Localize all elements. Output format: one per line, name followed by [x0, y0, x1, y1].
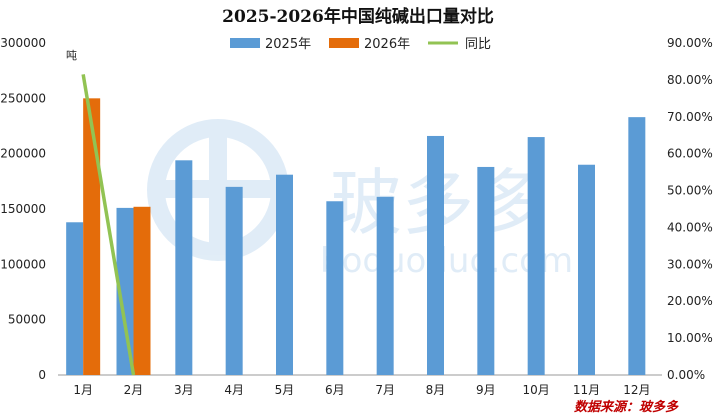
left-tick-label: 0 — [38, 368, 46, 382]
x-tick-label: 11月 — [573, 383, 600, 397]
chart-title: 2025-2026年中国纯碱出口量对比 — [222, 6, 494, 27]
bar-2026 — [83, 98, 101, 375]
x-tick-label: 10月 — [523, 383, 550, 397]
x-tick-label: 8月 — [426, 383, 446, 397]
legend-swatch-2026 — [329, 38, 359, 48]
right-tick-label: 90.00% — [667, 36, 713, 50]
bar-2025 — [477, 166, 495, 375]
bar-2025 — [175, 160, 193, 375]
bar-2025 — [628, 117, 646, 375]
yoy-line — [81, 74, 136, 376]
right-tick-label: 50.00% — [667, 184, 713, 198]
left-tick-label: 300000 — [0, 36, 46, 50]
bar-2025 — [376, 196, 394, 375]
bar-2025 — [527, 137, 545, 375]
legend: 2025年 2026年 同比 — [230, 37, 491, 52]
bar-2025 — [326, 201, 344, 375]
legend-swatch-2025 — [230, 38, 260, 48]
bar-2025 — [276, 174, 293, 375]
legend-label-2026: 2026年 — [364, 37, 410, 52]
x-tick-label: 9月 — [476, 383, 496, 397]
x-tick-label: 7月 — [375, 383, 395, 397]
right-tick-label: 10.00% — [667, 331, 713, 345]
right-tick-label: 40.00% — [667, 220, 713, 234]
x-tick-label: 12月 — [623, 383, 650, 397]
right-tick-label: 20.00% — [667, 294, 713, 308]
bar-2025 — [66, 222, 84, 375]
right-tick-label: 70.00% — [667, 110, 713, 124]
x-tick-label: 2月 — [124, 383, 144, 397]
legend-label-yoy: 同比 — [465, 37, 491, 52]
source-note: 数据来源：玻多多 — [574, 399, 679, 415]
y-unit-label: 吨 — [66, 49, 77, 62]
bar-2025 — [116, 207, 134, 375]
right-tick-label: 30.00% — [667, 257, 713, 271]
x-tick-label: 5月 — [275, 383, 295, 397]
x-tick-label: 1月 — [73, 383, 93, 397]
watermark: 玻多多 boduoduo.com — [147, 119, 573, 281]
right-tick-label: 60.00% — [667, 147, 713, 161]
left-tick-label: 150000 — [0, 202, 46, 216]
legend-label-2025: 2025年 — [265, 37, 311, 52]
bars — [66, 98, 646, 375]
bar-2025 — [578, 164, 595, 375]
legend-item-2026: 2026年 — [329, 37, 410, 52]
yoy-line-layer — [81, 74, 136, 376]
bar-2026 — [133, 206, 151, 375]
x-axis-ticks: 1月 2月 3月 4月 5月 6月 7月 8月 9月 10月 11月 12月 — [73, 383, 650, 397]
left-tick-label: 100000 — [0, 257, 46, 271]
right-axis-ticks: 0.00% 10.00% 20.00% 30.00% 40.00% 50.00% 60.00… — [667, 36, 713, 382]
left-tick-label: 50000 — [8, 313, 46, 327]
bar-2025 — [427, 135, 444, 375]
legend-item-2025: 2025年 — [230, 37, 311, 52]
left-tick-label: 200000 — [0, 147, 46, 161]
right-tick-label: 0.00% — [667, 368, 705, 382]
x-tick-label: 4月 — [224, 383, 244, 397]
legend-item-yoy: 同比 — [428, 37, 491, 52]
left-tick-label: 250000 — [0, 91, 46, 105]
left-axis-ticks: 0 50000 100000 150000 200000 250000 300000 — [0, 36, 46, 382]
x-tick-label: 3月 — [174, 383, 194, 397]
x-tick-label: 6月 — [325, 383, 345, 397]
bar-2025 — [225, 186, 243, 375]
right-tick-label: 80.00% — [667, 73, 713, 87]
